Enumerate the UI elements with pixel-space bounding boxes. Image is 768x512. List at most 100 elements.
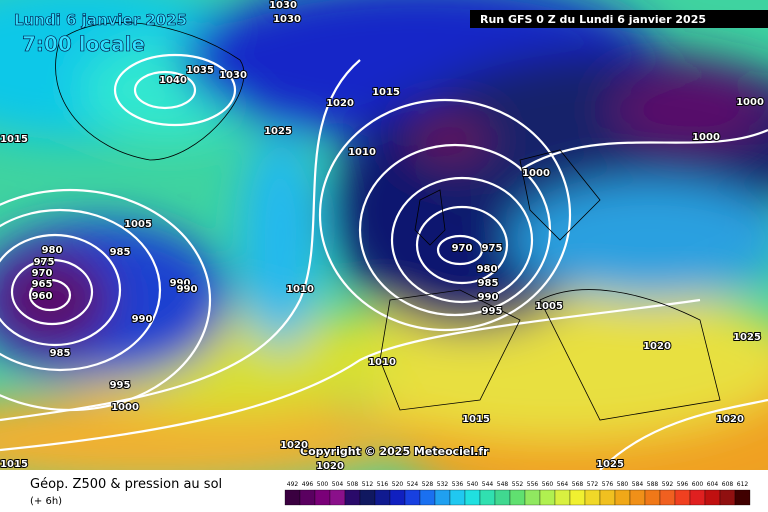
scale-swatch xyxy=(494,489,511,506)
isobar-label: 995 xyxy=(482,306,503,317)
scale-label: 584 xyxy=(632,481,644,488)
scale-swatch xyxy=(299,489,316,506)
scale-swatch xyxy=(449,489,466,506)
isobar-label: 1005 xyxy=(535,301,563,312)
scale-label: 556 xyxy=(527,481,539,488)
isobar-label: 1030 xyxy=(273,14,301,25)
scale-label: 536 xyxy=(452,481,464,488)
scale-label: 604 xyxy=(707,481,719,488)
scale-label: 528 xyxy=(422,481,434,488)
scale-label: 516 xyxy=(377,481,389,488)
scale-swatch xyxy=(434,489,451,506)
scale-label: 600 xyxy=(692,481,704,488)
lead-time: (+ 6h) xyxy=(30,496,62,507)
run-banner xyxy=(470,10,768,28)
isobar-label: 985 xyxy=(110,247,131,258)
scale-label: 568 xyxy=(572,481,584,488)
scale-swatch xyxy=(314,489,331,506)
scale-swatch xyxy=(509,489,526,506)
run-info: Run GFS 0 Z du Lundi 6 janvier 2025 xyxy=(480,13,706,26)
scale-label: 492 xyxy=(287,481,299,488)
color-scale: 492 496 500 504 508 512 516 520 524 528 532 536 540 5… xyxy=(284,481,751,506)
isobar-label: 965 xyxy=(32,279,53,290)
isobar-label: 1025 xyxy=(596,459,624,470)
field-title: Géop. Z500 & pression au sol xyxy=(30,477,222,492)
scale-label: 564 xyxy=(557,481,569,488)
isobar-label: 1040 xyxy=(159,75,187,86)
scale-label: 544 xyxy=(482,481,494,488)
isobar-label: 1020 xyxy=(316,461,344,472)
isobar-label: 1005 xyxy=(124,219,152,230)
scale-label: 580 xyxy=(617,481,629,488)
scale-label: 496 xyxy=(302,481,314,488)
isobar-label: 1020 xyxy=(716,414,744,425)
scale-label: 504 xyxy=(332,481,344,488)
scale-swatch xyxy=(734,489,751,506)
scale-swatch xyxy=(704,489,721,506)
scale-swatch xyxy=(479,489,496,506)
isobar-label: 975 xyxy=(482,243,503,254)
scale-swatch xyxy=(719,489,736,506)
scale-label: 588 xyxy=(647,481,659,488)
scale-swatch xyxy=(584,489,601,506)
isobar-label: 1025 xyxy=(264,126,292,137)
date-title: Lundi 6 janvier 2025 xyxy=(14,11,187,29)
scale-label: 520 xyxy=(392,481,404,488)
isobar-label: 990 xyxy=(132,314,153,325)
isobar-label: 970 xyxy=(452,243,473,254)
scale-swatch xyxy=(539,489,556,506)
scale-swatch xyxy=(599,489,616,506)
scale-swatch xyxy=(644,489,661,506)
scale-label: 596 xyxy=(677,481,689,488)
scale-swatch xyxy=(344,489,361,506)
isobar-label: 985 xyxy=(50,348,71,359)
scale-swatch xyxy=(464,489,481,506)
isobars xyxy=(0,53,768,470)
scale-swatch xyxy=(419,489,436,506)
isobar-label: 985 xyxy=(478,278,499,289)
isobar-label: 980 xyxy=(477,264,498,275)
scale-swatch xyxy=(689,489,706,506)
scale-label: 608 xyxy=(722,481,734,488)
isobar-label: 970 xyxy=(32,268,53,279)
scale-label: 540 xyxy=(467,481,479,488)
scale-label: 548 xyxy=(497,481,509,488)
scale-swatch xyxy=(329,489,346,506)
isobar-label: 1010 xyxy=(348,147,376,158)
coastlines xyxy=(55,22,721,421)
isobar-label: 1020 xyxy=(280,440,308,451)
isobar-label: 1010 xyxy=(368,357,396,368)
scale-label: 560 xyxy=(542,481,554,488)
scale-label: 532 xyxy=(437,481,449,488)
scale-swatch xyxy=(614,489,631,506)
isobar-label: 990 xyxy=(177,284,198,295)
scale-swatch xyxy=(404,489,421,506)
isobar-label: 1015 xyxy=(0,459,28,470)
scale-label: 592 xyxy=(662,481,674,488)
scale-label: 508 xyxy=(347,481,359,488)
isobar-label: 1035 xyxy=(186,65,214,76)
isobar-label: 980 xyxy=(42,245,63,256)
isobar-label: 1030 xyxy=(269,0,297,11)
isobar-label: 990 xyxy=(478,292,499,303)
isobar-label: 1000 xyxy=(111,402,139,413)
scale-swatch xyxy=(569,489,586,506)
scale-swatch xyxy=(659,489,676,506)
isobar-label: 1025 xyxy=(733,332,761,343)
isobar-label: 1000 xyxy=(736,97,764,108)
isobar-labels: 1030 1030 1035 1030 1040 1015 1025 1020 1015 1010… xyxy=(0,0,765,473)
scale-label: 512 xyxy=(362,481,374,488)
isobar-label: 1015 xyxy=(462,414,490,425)
scale-swatch xyxy=(524,489,541,506)
isobar-label: 1020 xyxy=(643,341,671,352)
scale-label: 500 xyxy=(317,481,329,488)
scale-swatch xyxy=(554,489,571,506)
isobar-label: 1010 xyxy=(286,284,314,295)
scale-label: 576 xyxy=(602,481,614,488)
scale-label: 572 xyxy=(587,481,599,488)
scale-swatch xyxy=(374,489,391,506)
isobar-label: 1000 xyxy=(692,132,720,143)
scale-label: 524 xyxy=(407,481,419,488)
